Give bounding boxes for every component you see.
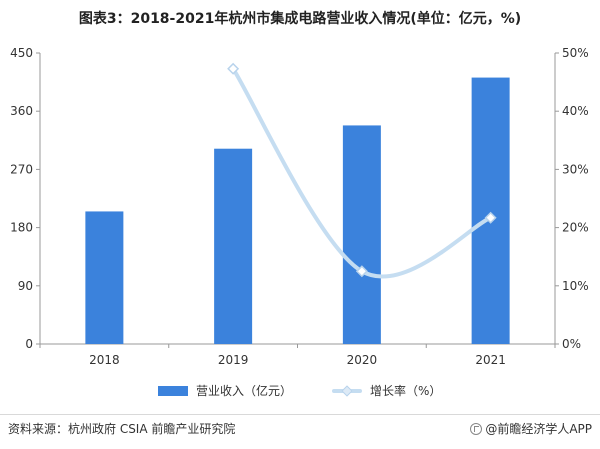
x-tick-label: 2019 [218,353,249,367]
legend-swatch-line [332,386,362,396]
growth-line [231,66,493,279]
y-right-tick-label: 0% [562,337,581,351]
growth-point [355,265,368,278]
legend-label-growth: 增长率（%） [370,384,442,398]
y-left-tick-label: 90 [18,279,33,293]
brand-logo-icon [470,422,483,435]
x-tick-label: 2021 [475,353,506,367]
bar [342,125,381,344]
source-note: 资料来源：杭州政府 CSIA 前瞻产业研究院 [8,422,236,436]
y-right-tick-label: 50% [562,46,589,60]
bar [471,77,510,344]
growth-point [227,62,240,75]
footer-divider [0,414,600,415]
y-left-tick-label: 360 [10,104,33,118]
combo-chart: 0 90 180 270 360 450 0% 10% 20% 30% 40% 50% 2018 2019… [10,46,589,367]
y-right-tick-label: 20% [562,221,589,235]
x-tick-label: 2018 [89,353,120,367]
legend-swatch-bar [158,385,188,396]
y-right-tick-label: 40% [562,104,589,118]
bar [214,148,253,344]
legend-item-growth: 增长率（%） [332,382,441,399]
y-left-tick-label: 0 [25,337,33,351]
y-left-tick-label: 180 [10,221,33,235]
y-right-tick-label: 10% [562,279,589,293]
y-left-tick-label: 270 [10,162,33,176]
x-tick-label: 2020 [347,353,378,367]
brand-text: @前瞻经济学人APP [485,422,592,436]
chart-title: 图表3：2018-2021年杭州市集成电路营业收入情况(单位：亿元，%) [78,11,522,27]
y-left-tick-label: 450 [10,46,33,60]
y-right-tick-label: 30% [562,162,589,176]
legend-item-revenue: 营业收入（亿元） [158,382,292,399]
growth-point [484,211,497,224]
brand-credit: @前瞻经济学人APP [470,420,592,437]
legend: 营业收入（亿元） 增长率（%） [0,382,600,402]
legend-label-revenue: 营业收入（亿元） [196,384,293,398]
bar [85,211,124,344]
